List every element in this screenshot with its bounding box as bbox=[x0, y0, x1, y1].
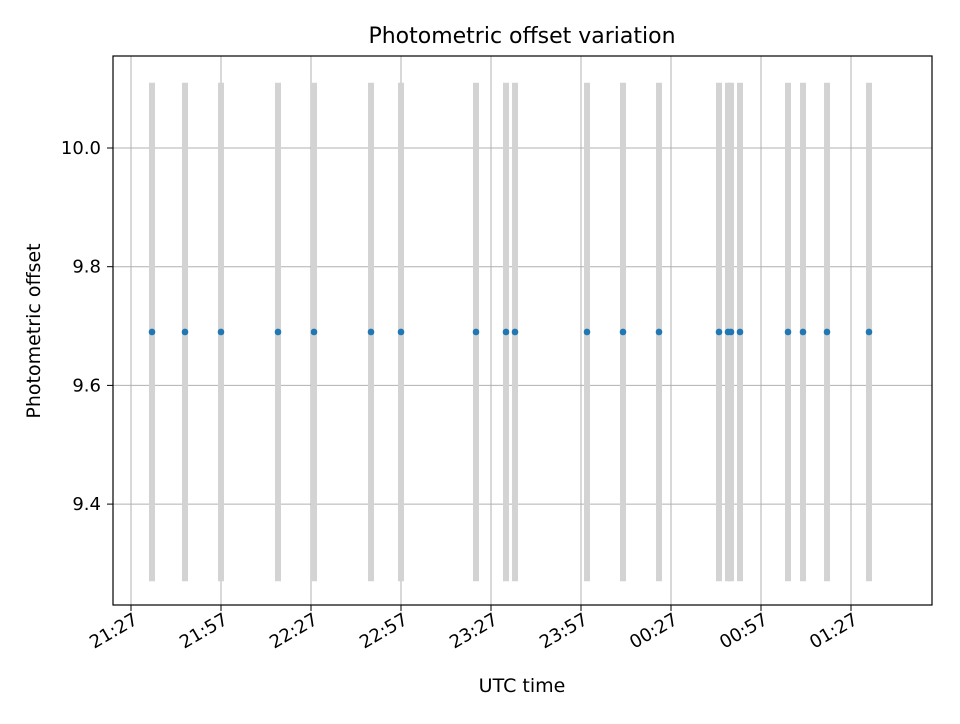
data-point bbox=[310, 328, 318, 336]
data-point bbox=[655, 328, 663, 336]
data-point bbox=[502, 328, 510, 336]
data-point bbox=[619, 328, 627, 336]
data-point bbox=[823, 328, 831, 336]
data-point bbox=[736, 328, 744, 336]
y-tick-label: 9.4 bbox=[72, 494, 101, 515]
data-point bbox=[274, 328, 282, 336]
data-point bbox=[148, 328, 156, 336]
data-point bbox=[784, 328, 792, 336]
data-point bbox=[367, 328, 375, 336]
data-point bbox=[511, 328, 519, 336]
data-point bbox=[181, 328, 189, 336]
y-tick-label: 9.8 bbox=[72, 257, 101, 278]
y-tick-label: 10.0 bbox=[61, 138, 101, 159]
chart-title: Photometric offset variation bbox=[368, 24, 675, 49]
data-point bbox=[217, 328, 225, 336]
data-point bbox=[715, 328, 723, 336]
data-point bbox=[865, 328, 873, 336]
data-point bbox=[583, 328, 591, 336]
plot-frame bbox=[112, 55, 933, 606]
x-axis-label: UTC time bbox=[479, 675, 566, 697]
data-point bbox=[397, 328, 405, 336]
data-point bbox=[799, 328, 807, 336]
y-tick-label: 9.6 bbox=[72, 375, 101, 396]
y-axis-label: Photometric offset bbox=[23, 243, 45, 418]
data-point bbox=[727, 328, 735, 336]
data-points bbox=[148, 328, 873, 336]
data-point bbox=[472, 328, 480, 336]
